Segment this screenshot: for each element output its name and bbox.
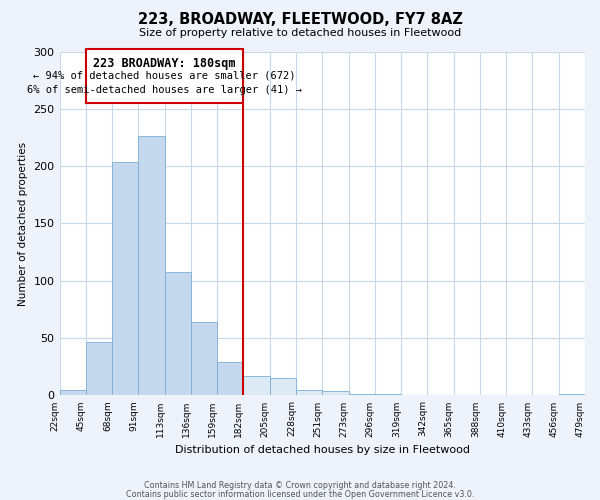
Text: 6% of semi-detached houses are larger (41) →: 6% of semi-detached houses are larger (4…: [27, 84, 302, 94]
FancyBboxPatch shape: [86, 49, 244, 103]
Bar: [559, 394, 585, 396]
Y-axis label: Number of detached properties: Number of detached properties: [18, 142, 28, 306]
Bar: [270, 378, 296, 396]
Text: 223, BROADWAY, FLEETWOOD, FY7 8AZ: 223, BROADWAY, FLEETWOOD, FY7 8AZ: [137, 12, 463, 28]
Bar: [349, 394, 375, 396]
Text: Contains HM Land Registry data © Crown copyright and database right 2024.: Contains HM Land Registry data © Crown c…: [144, 481, 456, 490]
Bar: [112, 162, 139, 396]
Bar: [217, 362, 244, 396]
Text: ← 94% of detached houses are smaller (672): ← 94% of detached houses are smaller (67…: [34, 71, 296, 81]
Bar: [164, 272, 191, 396]
Text: Size of property relative to detached houses in Fleetwood: Size of property relative to detached ho…: [139, 28, 461, 38]
Bar: [244, 376, 270, 396]
Bar: [322, 391, 349, 396]
Text: Contains public sector information licensed under the Open Government Licence v3: Contains public sector information licen…: [126, 490, 474, 499]
Bar: [139, 136, 164, 396]
Text: 223 BROADWAY: 180sqm: 223 BROADWAY: 180sqm: [94, 57, 236, 70]
X-axis label: Distribution of detached houses by size in Fleetwood: Distribution of detached houses by size …: [175, 445, 470, 455]
Bar: [86, 342, 112, 396]
Bar: [296, 390, 322, 396]
Bar: [191, 322, 217, 396]
Bar: [375, 394, 401, 396]
Bar: [59, 390, 86, 396]
